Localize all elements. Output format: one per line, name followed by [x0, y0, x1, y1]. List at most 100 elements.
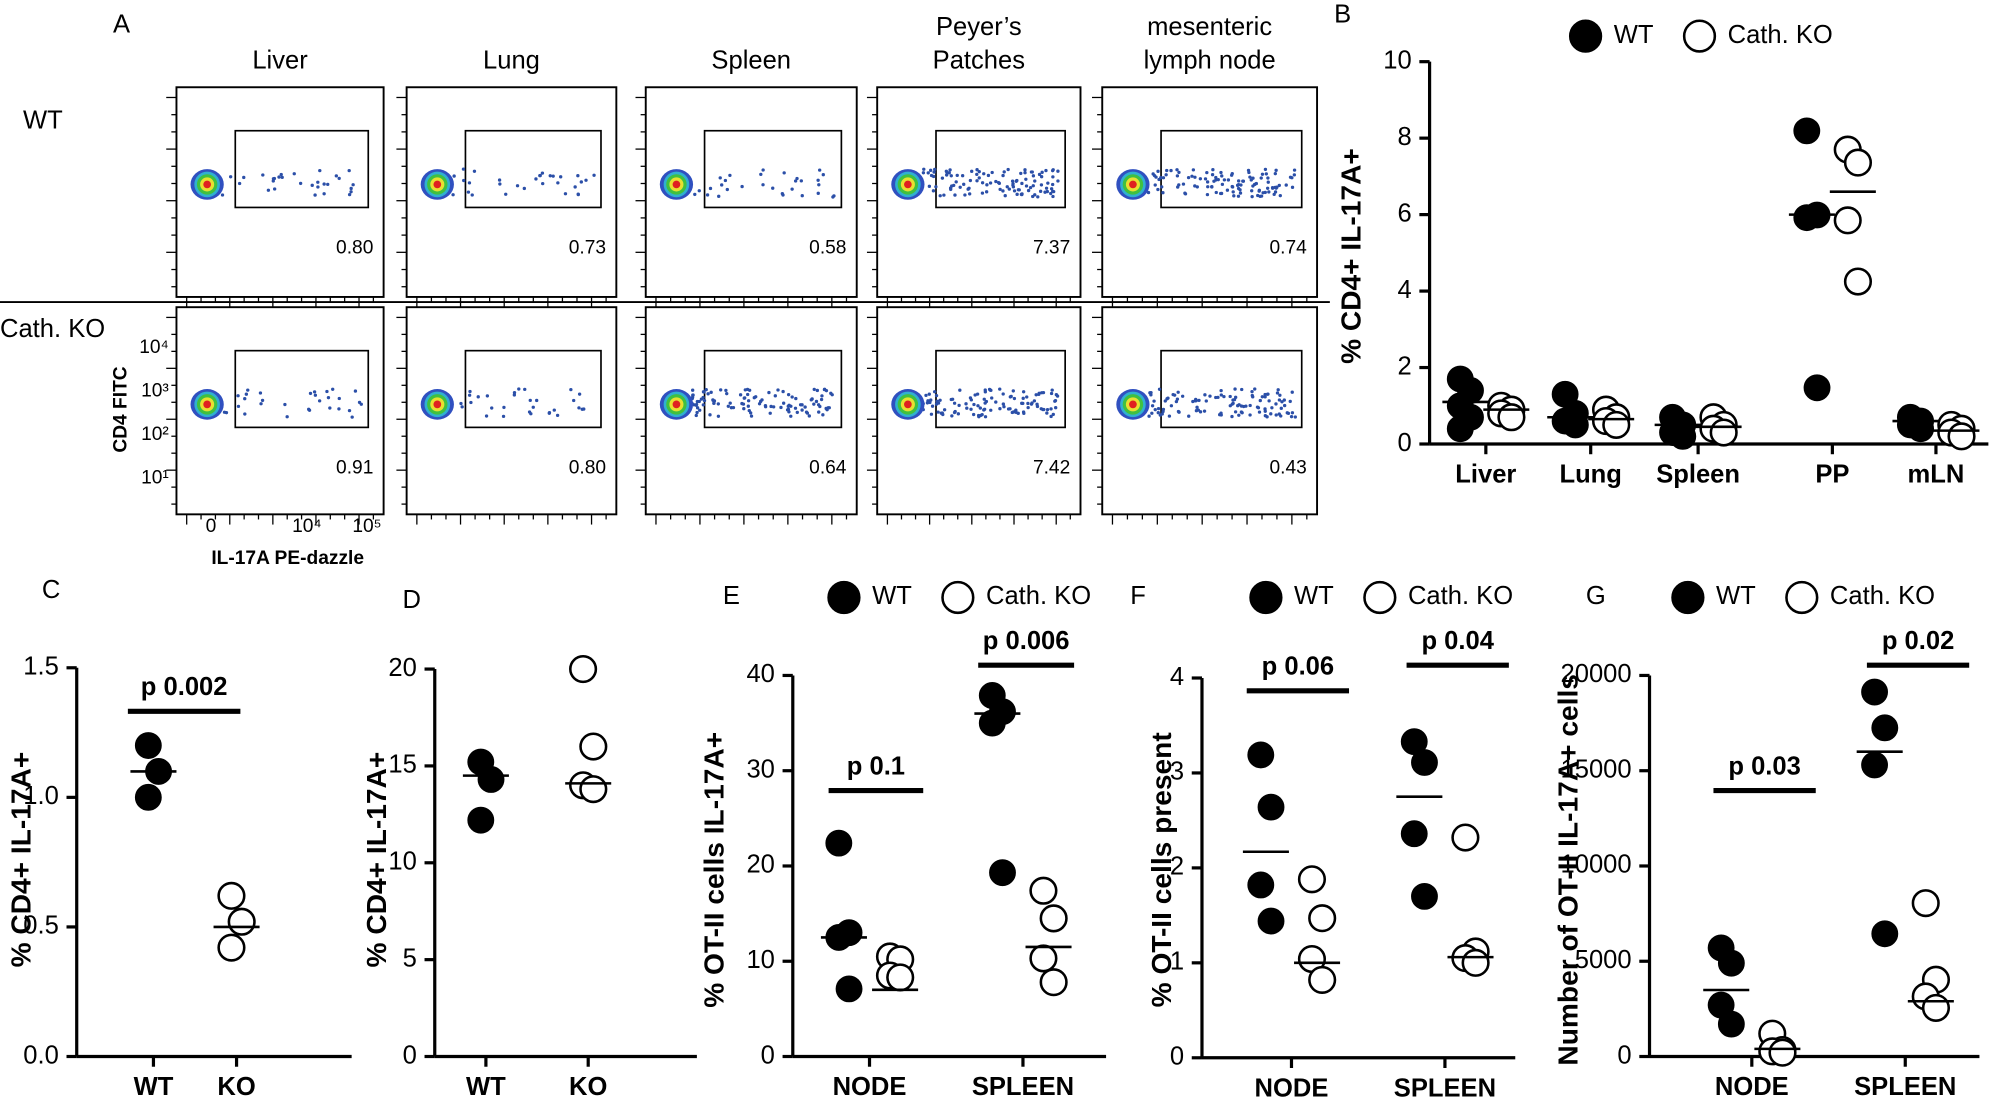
- event-dot: [1024, 184, 1029, 188]
- y-tick-label: 10: [388, 848, 416, 876]
- event-dot: [1239, 404, 1244, 408]
- event-dot: [1278, 194, 1282, 198]
- event-dot: [952, 183, 956, 188]
- flow-plot-frame: [876, 86, 1082, 298]
- x-tick-label: WT: [466, 1073, 506, 1099]
- event-dot: [1279, 406, 1283, 410]
- event-dot: [1169, 404, 1174, 408]
- column-title: mesenteric: [1147, 13, 1272, 41]
- event-dot: [958, 388, 962, 392]
- event-dot: [1214, 190, 1218, 195]
- event-dot: [1001, 392, 1005, 396]
- event-dot: [942, 193, 946, 197]
- event-dot: [771, 186, 775, 190]
- event-dot: [1267, 190, 1271, 194]
- event-dot: [559, 175, 563, 179]
- event-dot: [938, 194, 942, 198]
- event-dot: [1015, 192, 1019, 197]
- data-point: [1843, 267, 1873, 296]
- event-dot: [782, 171, 786, 175]
- event-dot: [706, 392, 710, 396]
- event-dot: [1256, 193, 1260, 198]
- x-tick-label: Lung: [1559, 461, 1621, 489]
- event-dot: [313, 393, 318, 397]
- event-dot: [501, 414, 506, 419]
- event-dot: [548, 174, 552, 178]
- event-dot: [1237, 413, 1241, 417]
- event-dot: [986, 173, 991, 178]
- x-tick-label: Spleen: [1656, 461, 1740, 489]
- event-dot: [975, 179, 979, 183]
- event-dot: [754, 395, 758, 399]
- event-dot: [538, 173, 542, 178]
- event-dot: [922, 167, 926, 171]
- legend-marker: [1568, 19, 1603, 53]
- event-dot: [325, 389, 329, 394]
- event-dot: [1049, 414, 1053, 419]
- event-dot: [1156, 411, 1160, 415]
- event-dot: [1248, 403, 1252, 408]
- event-dot: [985, 183, 989, 187]
- event-dot: [793, 406, 798, 410]
- gate: [935, 349, 1066, 429]
- event-dot: [1006, 167, 1010, 172]
- p-value: p 0.1: [847, 752, 905, 780]
- event-dot: [1176, 390, 1180, 394]
- event-dot: [1001, 402, 1006, 406]
- event-dot: [1265, 186, 1270, 190]
- event-dot: [1007, 187, 1011, 191]
- x-tick-label: KO: [217, 1073, 255, 1099]
- event-dot: [980, 181, 985, 185]
- event-dot: [938, 398, 942, 402]
- event-dot: [969, 398, 973, 402]
- event-dot: [490, 406, 494, 410]
- event-dot: [1219, 393, 1223, 397]
- data-point: [1669, 422, 1697, 450]
- data-point: [579, 775, 608, 804]
- data-point: [1400, 820, 1428, 848]
- data-point: [1921, 993, 1951, 1022]
- event-dot: [1044, 168, 1048, 173]
- event-dot: [1030, 170, 1034, 174]
- event-dot: [1265, 392, 1270, 396]
- event-dot: [1177, 183, 1181, 187]
- p-value: p 0.03: [1728, 752, 1800, 780]
- event-dot: [761, 183, 765, 187]
- event-dot: [925, 401, 930, 405]
- event-dot: [971, 412, 976, 417]
- event-dot: [726, 404, 730, 408]
- event-dot: [693, 192, 697, 197]
- event-dot: [962, 182, 966, 186]
- event-dot: [1021, 396, 1025, 400]
- data-point: [1257, 907, 1285, 935]
- event-dot: [1029, 402, 1034, 406]
- event-dot: [825, 408, 829, 412]
- event-dot: [1043, 190, 1047, 194]
- event-dot: [266, 188, 271, 192]
- event-dot: [800, 408, 804, 412]
- event-dot: [1241, 179, 1245, 183]
- event-dot: [1044, 186, 1049, 190]
- event-dot: [795, 410, 799, 415]
- event-dot: [1285, 411, 1289, 415]
- event-dot: [1169, 168, 1173, 173]
- gate: [1160, 129, 1303, 209]
- data-point: [1308, 904, 1337, 933]
- event-dot: [931, 189, 936, 193]
- event-dot: [934, 393, 939, 398]
- event-dot: [763, 404, 768, 408]
- event-dot: [820, 394, 824, 398]
- event-dot: [260, 398, 265, 403]
- event-dot: [307, 407, 311, 411]
- event-dot: [1234, 395, 1238, 399]
- event-dot: [222, 410, 227, 414]
- event-dot: [1292, 168, 1297, 172]
- data-point: [1039, 904, 1068, 933]
- event-dot: [749, 411, 753, 415]
- event-dot: [759, 172, 763, 177]
- event-dot: [1277, 412, 1281, 416]
- event-dot: [989, 408, 993, 412]
- event-dot: [980, 412, 984, 417]
- event-dot: [935, 399, 939, 403]
- event-dot: [1219, 170, 1223, 175]
